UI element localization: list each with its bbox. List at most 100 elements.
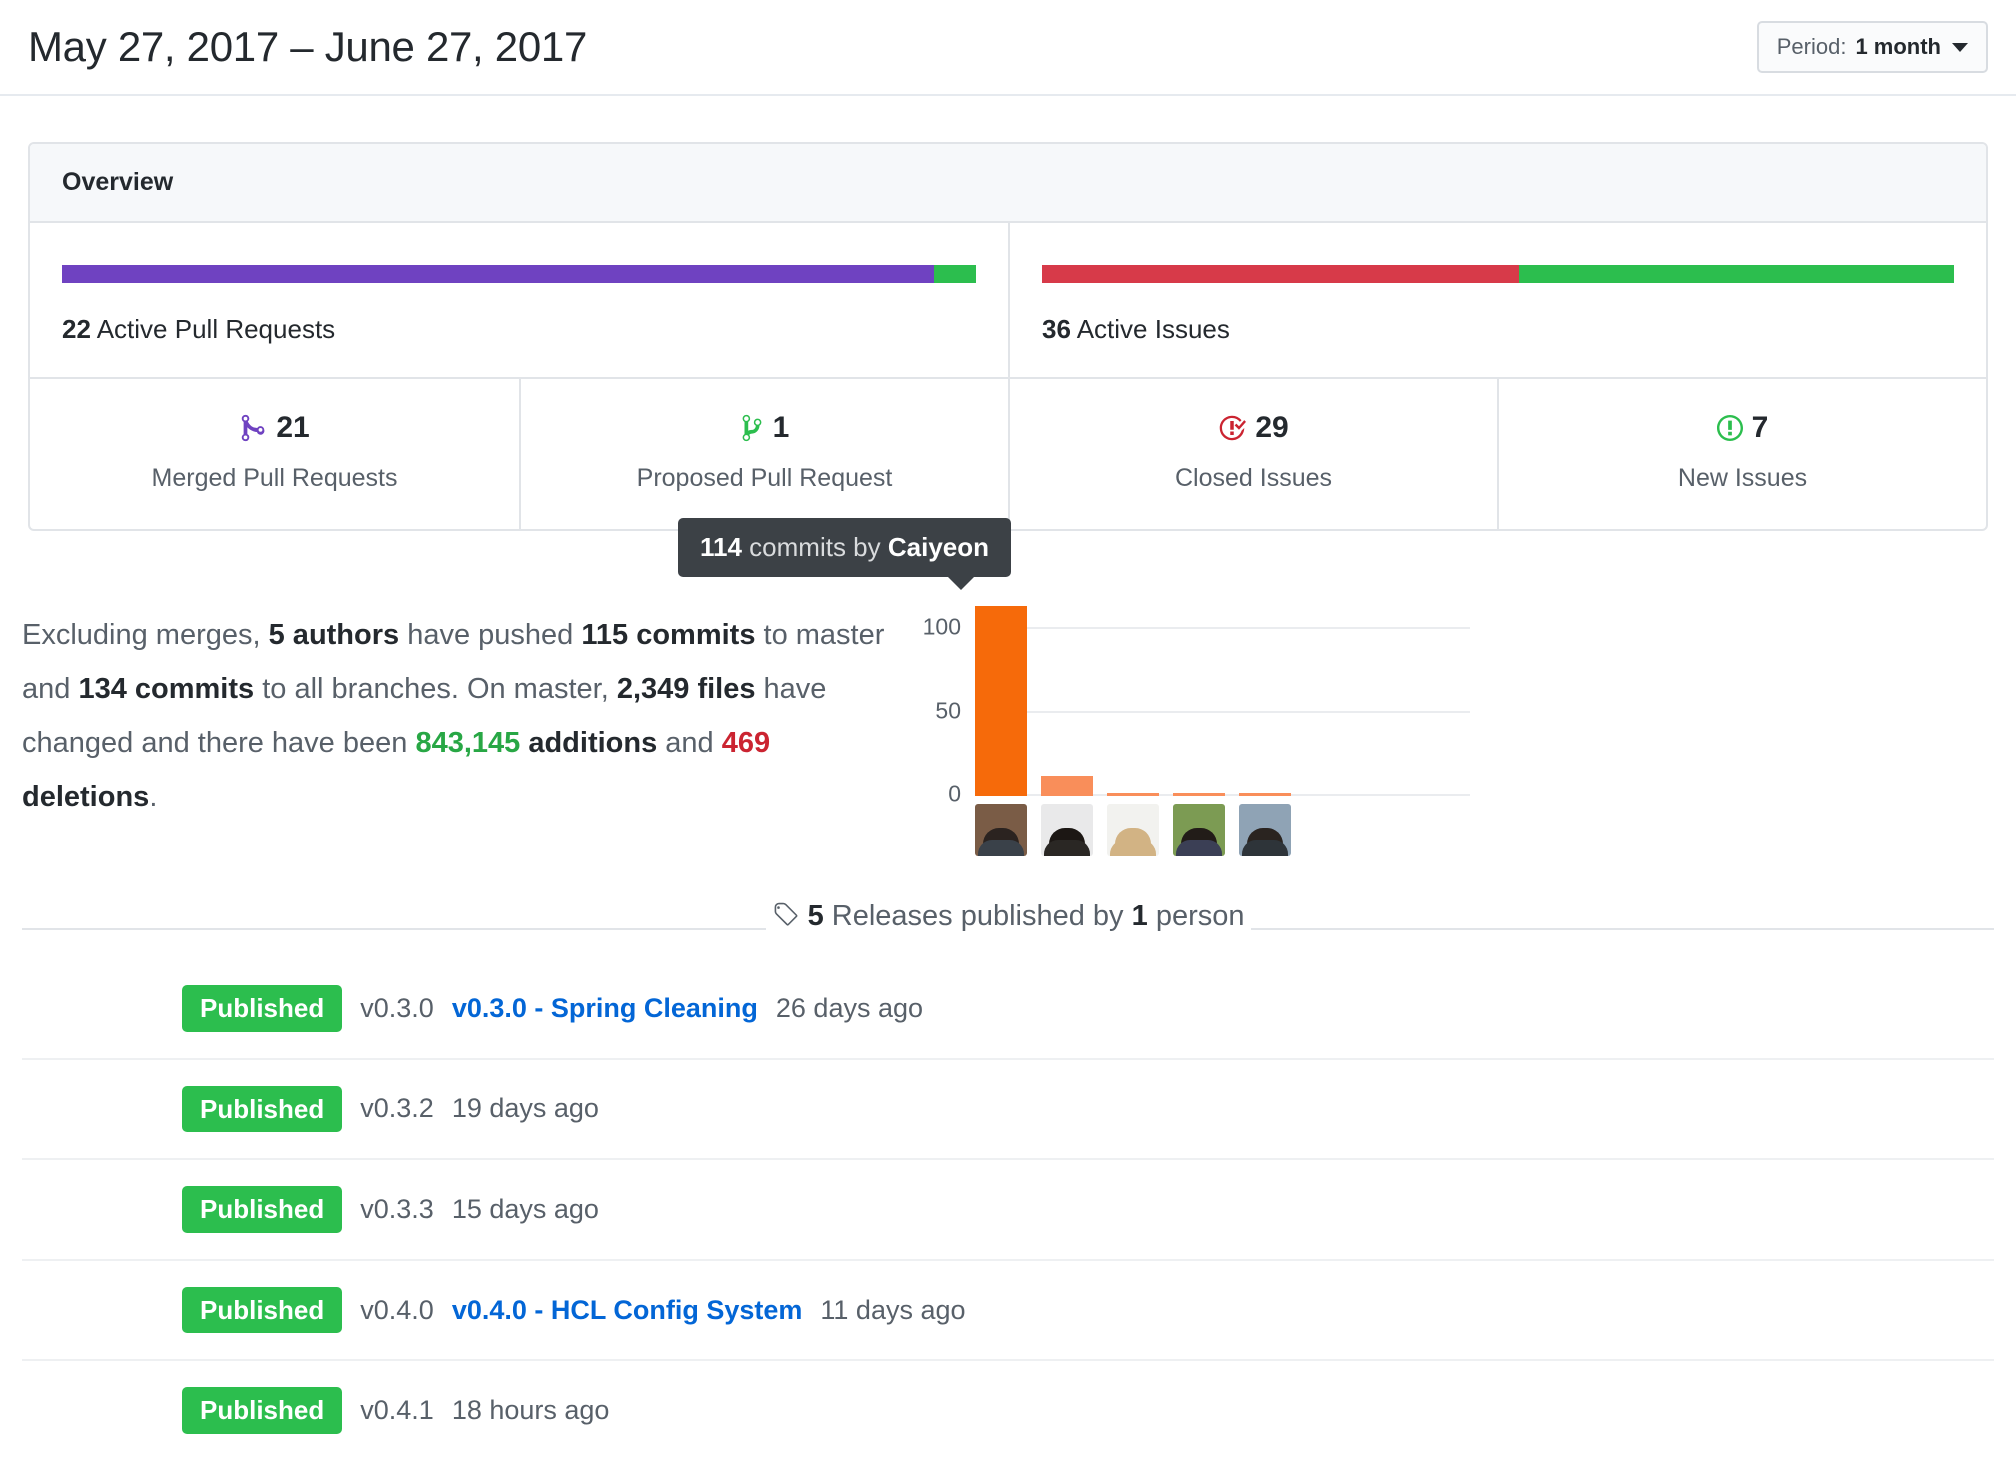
meter-segment-closed xyxy=(1042,265,1519,283)
summary-master-commits: 115 commits xyxy=(581,619,756,651)
chart-bar-fill xyxy=(975,606,1027,796)
chart-bar-fill xyxy=(1173,792,1225,796)
releases-list: Published v0.3.0 v0.3.0 - Spring Cleaning 2… xyxy=(22,959,1994,1460)
gridline-100: 100 xyxy=(923,614,1470,640)
stat-merged-pull-requests[interactable]: 21 Merged Pull Requests xyxy=(30,379,519,529)
release-timestamp: 15 days ago xyxy=(451,1193,599,1224)
period-value: 1 month xyxy=(1855,34,1941,59)
stat-proposed-pull-requests[interactable]: 1 Proposed Pull Request xyxy=(519,379,1008,529)
stat-proposed-value-row: 1 xyxy=(531,413,998,443)
avatar-author-3[interactable] xyxy=(1107,804,1159,856)
chart-plot-area xyxy=(975,596,1470,796)
chevron-down-icon xyxy=(1952,42,1968,52)
stat-closed-label: Closed Issues xyxy=(1174,464,1333,492)
gridline-50: 50 xyxy=(935,697,1470,723)
overview-card-title: Overview xyxy=(30,144,1986,223)
issues-meter-bar xyxy=(1042,265,1954,283)
summary-authors: 5 authors xyxy=(268,619,400,651)
release-tag[interactable]: v0.4.1 xyxy=(360,1395,434,1426)
chart-author-avatars xyxy=(975,804,1291,866)
releases-heading-end: person xyxy=(1147,900,1245,932)
releases-heading-middle: Releases published by xyxy=(823,900,1132,932)
overview-meters: 22 Active Pull Requests 36 Active Issues xyxy=(30,223,1986,379)
meter-segment-new xyxy=(1518,265,1954,283)
release-row: Published v0.4.1 18 hours ago xyxy=(22,1359,1994,1460)
y-axis-tick-0: 0 xyxy=(948,780,961,807)
release-row: Published v0.3.0 v0.3.0 - Spring Cleaning 2… xyxy=(22,959,1994,1058)
summary-text-7: and xyxy=(657,727,722,759)
active-pull-requests-label: 22 Active Pull Requests xyxy=(62,314,976,345)
overview-stats: 21 Merged Pull Requests 1 Proposed Pull … xyxy=(30,379,1986,529)
active-issues-label: 36 Active Issues xyxy=(1042,314,1954,345)
stat-new-issues[interactable]: 7 New Issues xyxy=(1497,379,1986,529)
period-label: Period: xyxy=(1776,34,1847,59)
page-title: May 27, 2017 – June 27, 2017 xyxy=(28,23,588,70)
git-merge-icon xyxy=(239,413,267,443)
release-title-link[interactable]: v0.4.0 - HCL Config System xyxy=(451,1294,803,1325)
chart-bar-4[interactable] xyxy=(1173,596,1225,796)
pull-requests-meter-bar xyxy=(62,265,976,283)
issue-opened-icon xyxy=(1716,413,1743,443)
y-axis-tick-100: 100 xyxy=(922,613,961,640)
tooltip-author-name: Caiyeon xyxy=(887,532,990,562)
releases-person-count: 1 xyxy=(1131,900,1148,932)
stat-new-count: 7 xyxy=(1751,411,1769,444)
avatar-author-4[interactable] xyxy=(1173,804,1225,856)
release-row: Published v0.3.2 19 days ago xyxy=(22,1057,1994,1159)
summary-deletions-word: deletions xyxy=(22,781,150,813)
status-badge: Published xyxy=(182,1186,343,1233)
release-row: Published v0.4.0 v0.4.0 - HCL Config Syste… xyxy=(22,1258,1994,1360)
active-issues-meter: 36 Active Issues xyxy=(1008,223,1986,377)
stat-merged-label: Merged Pull Requests xyxy=(151,464,398,492)
avatar-author-5[interactable] xyxy=(1239,804,1291,856)
summary-additions-word: additions xyxy=(520,727,658,759)
stat-new-value-row: 7 xyxy=(1509,413,1976,443)
active-pull-requests-count: 22 xyxy=(62,314,91,344)
avatar-author-2[interactable] xyxy=(1041,804,1093,856)
release-timestamp: 11 days ago xyxy=(820,1294,966,1325)
releases-section: 5 Releases published by 1 person Publish… xyxy=(22,900,1994,1460)
release-tag[interactable]: v0.3.3 xyxy=(360,1193,434,1224)
meter-segment-merged xyxy=(62,265,935,283)
summary-text-4: to all branches. On master, xyxy=(254,673,617,705)
summary-files: 2,349 files xyxy=(616,673,756,705)
release-row: Published v0.3.3 15 days ago xyxy=(22,1158,1994,1259)
period-select-button[interactable]: Period: 1 month xyxy=(1756,21,1988,73)
meter-segment-proposed xyxy=(934,265,976,283)
summary-additions: 843,145 xyxy=(415,727,521,759)
summary-deletions: 469 xyxy=(721,727,771,759)
avatar-caiyeon[interactable] xyxy=(975,804,1027,856)
stat-new-label: New Issues xyxy=(1677,464,1808,492)
stat-closed-issues[interactable]: 29 Closed Issues xyxy=(1008,379,1497,529)
stat-closed-count: 29 xyxy=(1255,411,1289,444)
releases-count: 5 xyxy=(807,900,824,932)
chart-bar-1[interactable] xyxy=(975,596,1027,796)
release-tag[interactable]: v0.3.2 xyxy=(360,1093,434,1124)
chart-bar-3[interactable] xyxy=(1107,596,1159,796)
status-badge: Published xyxy=(182,1085,343,1133)
release-title-link[interactable]: v0.3.0 - Spring Cleaning xyxy=(451,992,758,1023)
release-tag[interactable]: v0.3.0 xyxy=(360,992,434,1023)
chart-bar-5[interactable] xyxy=(1239,596,1291,796)
summary-text-2: have pushed xyxy=(399,619,582,651)
chart-bar-fill xyxy=(1041,776,1093,796)
git-branch-icon xyxy=(740,413,764,443)
active-issues-count: 36 xyxy=(1042,314,1071,344)
status-badge: Published xyxy=(182,1387,343,1434)
release-tag[interactable]: v0.4.0 xyxy=(360,1294,434,1325)
summary-text-1: Excluding merges, xyxy=(22,619,269,651)
active-issues-text: Active Issues xyxy=(1076,314,1230,344)
summary-text-3: to master and xyxy=(22,619,885,705)
y-axis-tick-50: 50 xyxy=(935,697,961,724)
commit-count-tooltip: 114 commits by Caiyeon xyxy=(678,518,1012,590)
chart-bar-fill xyxy=(1107,792,1159,796)
tooltip-commit-count: 114 xyxy=(700,532,742,562)
release-timestamp: 26 days ago xyxy=(775,992,924,1023)
issue-closed-icon xyxy=(1218,413,1247,443)
active-pull-requests-text: Active Pull Requests xyxy=(96,314,336,344)
stat-closed-value-row: 29 xyxy=(1020,413,1487,443)
releases-heading: 5 Releases published by 1 person xyxy=(22,900,1994,959)
tag-icon xyxy=(772,900,808,932)
stat-merged-count: 21 xyxy=(276,411,310,444)
chart-bar-2[interactable] xyxy=(1041,596,1093,796)
